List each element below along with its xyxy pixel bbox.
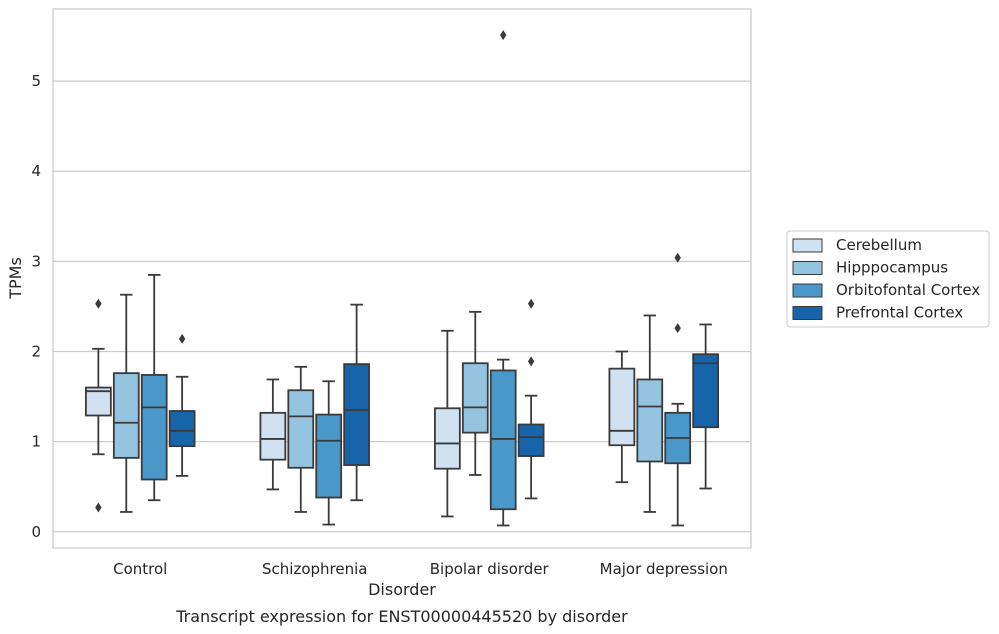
y-tick-label: 3 xyxy=(31,252,41,270)
y-tick-label: 1 xyxy=(31,433,41,451)
box-hipppocampus-schizophrenia xyxy=(287,365,315,513)
box-hipppocampus-control xyxy=(112,293,140,513)
iqr-box xyxy=(517,423,545,457)
plot-background xyxy=(53,9,751,548)
legend-label: Prefrontal Cortex xyxy=(836,304,963,322)
iqr-box xyxy=(692,353,719,429)
y-axis-title: TPMs xyxy=(6,257,25,300)
x-tick-label: Bipolar disorder xyxy=(430,560,550,578)
legend-swatch xyxy=(792,306,823,320)
outlier-point xyxy=(500,30,507,41)
iqr-box xyxy=(343,363,370,466)
iqr-box xyxy=(287,389,315,469)
iqr-box xyxy=(608,367,636,447)
box-hipppocampus-major-depression xyxy=(636,314,664,513)
outlier-point xyxy=(674,323,681,334)
y-tick-labels: 0 1 2 3 4 5 xyxy=(31,72,41,541)
iqr-box xyxy=(112,372,140,459)
iqr-box xyxy=(315,413,343,499)
outlier-point xyxy=(527,356,535,367)
iqr-box xyxy=(85,386,112,417)
outlier-point xyxy=(527,298,535,309)
box-prefrontal-cortex-schizophrenia xyxy=(343,303,370,502)
x-tick-labels: Control Schizophrenia Bipolar disorder Majo… xyxy=(113,560,728,578)
box-cerebellum-major-depression xyxy=(608,350,636,484)
iqr-box xyxy=(434,407,461,470)
legend-swatch xyxy=(792,283,823,298)
box-prefrontal-cortex-bipolar-disorder xyxy=(517,298,545,500)
legend-swatch xyxy=(792,238,823,253)
iqr-box xyxy=(636,378,664,463)
box-orbitofontal-cortex-major-depression xyxy=(664,252,692,527)
legend-frame xyxy=(786,230,990,328)
outlier-point xyxy=(95,298,102,309)
iqr-box xyxy=(259,411,287,461)
legend-label: Cerebellum xyxy=(836,236,922,254)
x-tick-label: Control xyxy=(113,560,167,578)
y-tick-label: 5 xyxy=(31,72,41,90)
legend: Cerebellum Hipppocampus Orbitofontal Corte… xyxy=(786,230,990,328)
plot-frame xyxy=(52,8,752,549)
box-prefrontal-cortex-major-depression xyxy=(692,323,719,490)
box-orbitofontal-cortex-schizophrenia xyxy=(315,380,343,526)
legend-label: Hipppocampus xyxy=(836,259,948,277)
box-cerebellum-schizophrenia xyxy=(259,378,287,491)
iqr-box xyxy=(168,410,196,448)
x-axis-title: Disorder xyxy=(368,580,436,599)
iqr-box xyxy=(140,374,168,481)
legend-swatch xyxy=(792,261,823,275)
x-tick-label: Schizophrenia xyxy=(262,560,367,578)
box-prefrontal-cortex-control xyxy=(168,333,196,477)
y-tick-label: 0 xyxy=(31,523,41,541)
outlier-point xyxy=(95,502,102,513)
box-orbitofontal-cortex-bipolar-disorder xyxy=(489,30,517,527)
box-series xyxy=(85,30,719,527)
chart-caption: Transcript expression for ENST0000044552… xyxy=(175,607,628,626)
y-tick-label: 2 xyxy=(31,343,41,361)
iqr-box xyxy=(461,362,489,434)
outlier-point xyxy=(178,333,186,344)
iqr-box xyxy=(489,369,517,511)
box-hipppocampus-bipolar-disorder xyxy=(461,310,489,476)
box-cerebellum-bipolar-disorder xyxy=(434,329,461,518)
outlier-point xyxy=(674,252,681,263)
box-orbitofontal-cortex-control xyxy=(140,273,168,502)
y-tick-label: 4 xyxy=(31,162,41,180)
box-cerebellum-control xyxy=(85,298,112,513)
legend-label: Orbitofontal Cortex xyxy=(836,281,980,299)
x-tick-label: Major depression xyxy=(600,560,728,578)
